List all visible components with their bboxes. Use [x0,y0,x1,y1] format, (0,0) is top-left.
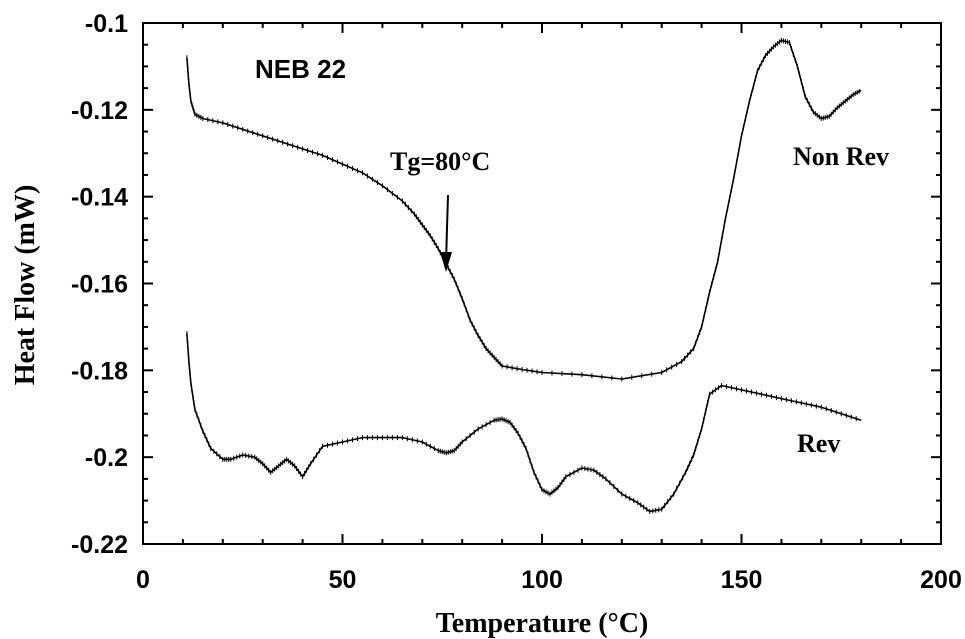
x-tick-label: 200 [920,566,962,594]
tg-arrow [440,194,452,272]
x-tick-label: 100 [521,566,563,594]
y-tick-label: -0.22 [71,531,128,559]
y-tick-label: -0.14 [71,184,128,212]
y-tick-label: -0.16 [71,271,128,299]
series-line-rev [186,333,862,513]
series-label-non-rev: Non Rev [793,142,889,171]
sample-label: NEB 22 [255,54,346,84]
y-tick-label: -0.18 [71,357,128,385]
tg-annotation: Tg=80°C [390,147,490,176]
x-tick-label: 50 [329,566,357,594]
y-tick-label: -0.12 [71,97,128,125]
x-axis-title: Temperature (°C) [436,608,649,639]
series-label-rev: Rev [797,429,840,458]
y-tick-label: -0.2 [85,444,128,472]
series-line-non-rev [186,39,862,380]
y-axis-title: Heat Flow (mW) [10,185,41,386]
x-tick-label: 0 [136,566,150,594]
x-tick-label: 150 [721,566,763,594]
series-group [186,37,862,514]
axis-ticks: 0 50 100 150 200 -0.1 -0.12 -0.14 -0.16 -0.18 -0.2… [71,10,962,594]
y-tick-label: -0.1 [85,10,128,38]
